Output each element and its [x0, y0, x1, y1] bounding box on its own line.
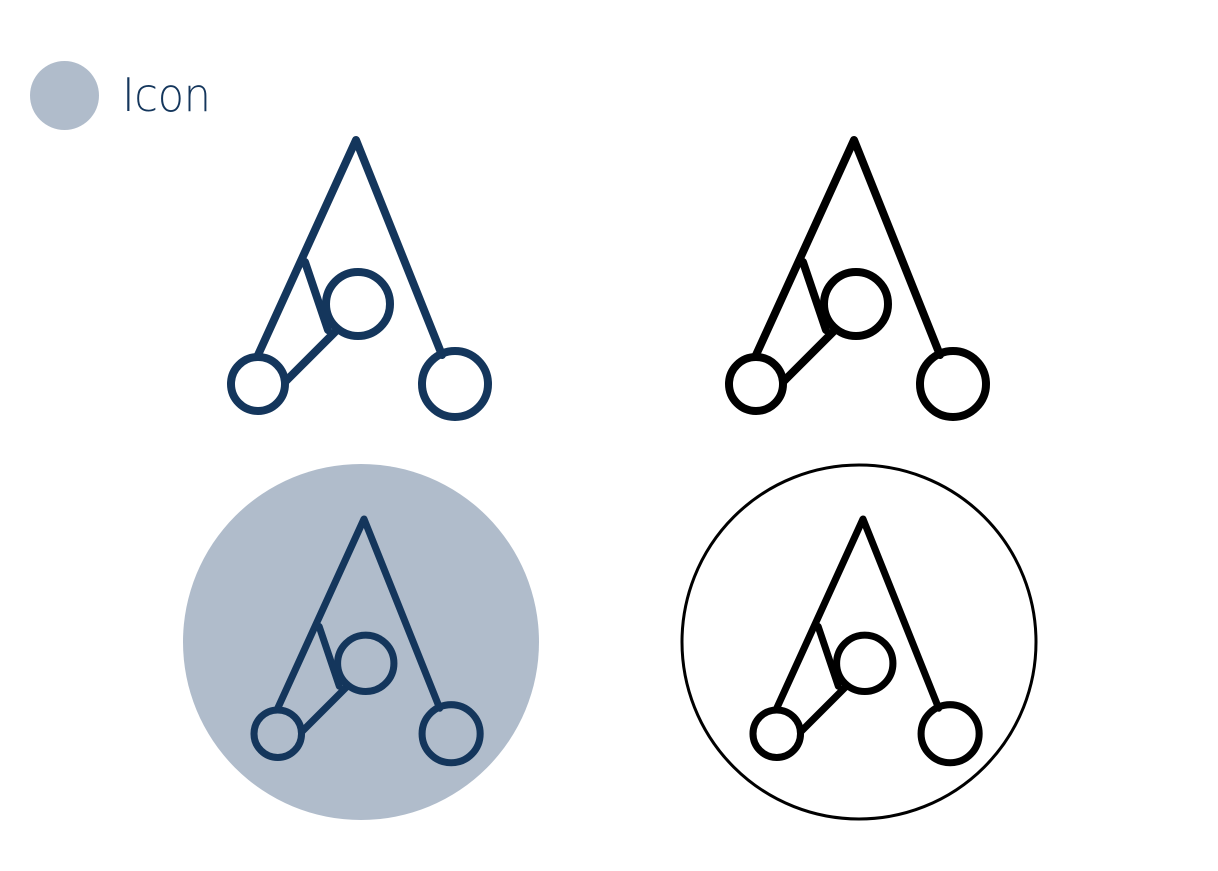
- section-title: Icon: [122, 68, 211, 122]
- navy-badge-icon: [183, 464, 539, 820]
- navy-logo-icon: [231, 140, 488, 417]
- badge-background: [183, 464, 539, 820]
- badge-outline: [680, 463, 1038, 821]
- black-badge-icon: [680, 463, 1038, 821]
- black-logo-icon: [729, 140, 986, 417]
- section-dot: [30, 61, 99, 130]
